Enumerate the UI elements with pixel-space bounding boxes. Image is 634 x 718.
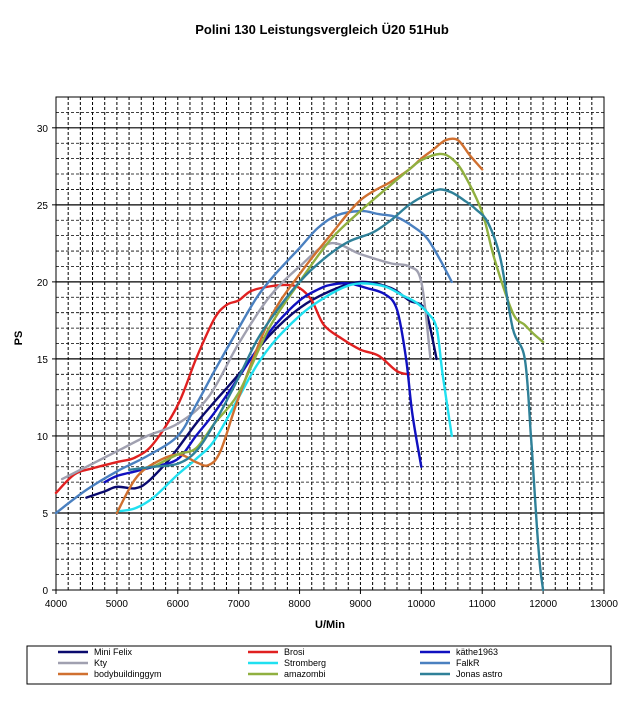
x-tick-label: 12000 [529,599,557,610]
series-line-brosi [54,283,411,495]
plot-area-frame [55,96,605,591]
legend-label-stromberg: Stromberg [284,658,326,668]
legend-label-k-the1963: käthe1963 [456,647,498,657]
y-tick-label: 10 [37,432,49,443]
y-tick-label: 25 [37,201,49,212]
x-tick-label: 7000 [228,599,251,610]
legend-label-brosi: Brosi [284,647,305,657]
legend-box [26,645,612,685]
legend-label-jonas-astro: Jonas astro [456,669,503,679]
x-tick-label: 5000 [106,599,129,610]
x-tick-label: 4000 [45,599,68,610]
x-axis-ticks: 4000 5000 6000 7000 8000 9000 10000 11000 12000 1… [45,590,618,610]
y-tick-label: 5 [42,509,48,520]
series-line-kty [60,241,432,481]
data-series [54,137,545,592]
y-tick-label: 15 [37,355,49,366]
legend-label-amazombi: amazombi [284,669,326,679]
y-axis-label: PS [13,331,25,346]
x-tick-label: 8000 [288,599,311,610]
series-line-mini-felix [85,280,438,499]
y-tick-label: 20 [37,278,49,289]
x-axis-label: U/Min [315,619,345,631]
series-line-stromberg [115,282,453,513]
x-tick-label: 11000 [469,599,497,610]
chart-title: Polini 130 Leistungsvergleich Ü20 51Hub [195,22,449,37]
y-axis-ticks: 0 5 10 15 20 25 30 [37,124,56,597]
x-tick-label: 6000 [167,599,190,610]
y-tick-label: 30 [37,124,49,135]
plot-grid [56,97,604,590]
x-tick-label: 10000 [407,599,435,610]
legend-label-falkr: FalkR [456,658,480,668]
series-line-falkr [54,209,453,515]
legend: Mini Felix Brosi käthe1963 Kty Stromberg Falk… [58,647,503,679]
y-tick-label: 0 [42,586,48,597]
series-line-jonas-astro [127,188,545,592]
legend-label-kty: Kty [94,658,108,668]
x-tick-label: 13000 [590,599,618,610]
x-tick-label: 9000 [349,599,372,610]
legend-label-bodybuildinggym: bodybuildinggym [94,669,162,679]
legend-label-mini-felix: Mini Felix [94,647,133,657]
